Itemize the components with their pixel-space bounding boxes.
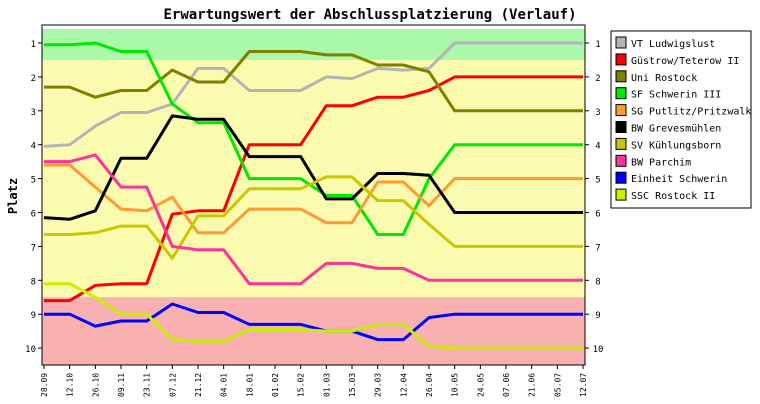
x-tick-label: 28.09 <box>40 373 49 397</box>
x-tick-label: 15.02 <box>297 373 306 397</box>
x-tick-label: 12.10 <box>66 373 75 397</box>
y-tick-label-right: 1 <box>595 40 600 50</box>
x-tick-label: 07.12 <box>168 373 177 397</box>
y-tick-label-right: 10 <box>593 345 604 355</box>
x-tick-label: 21.12 <box>194 373 203 397</box>
legend-label: SSC Rostock II <box>631 191 715 202</box>
y-tick-label-right: 5 <box>595 176 600 186</box>
series-line-5 <box>44 163 583 235</box>
x-tick-label: 09.11 <box>117 373 126 397</box>
legend: VT Ludwigslust Güstrow/Teterow II Uni Rost… <box>610 30 752 209</box>
legend-swatch <box>615 137 627 150</box>
legend-label: BW Parchim <box>631 157 691 168</box>
y-tick-label-right: 6 <box>595 210 600 220</box>
x-tick-label: 04.01 <box>220 373 229 397</box>
y-tick-label-right: 9 <box>595 311 600 321</box>
x-tick-label: 26.04 <box>425 373 434 397</box>
y-tick-label-right: 7 <box>595 243 600 253</box>
series-line-9 <box>44 302 583 342</box>
x-tick-label: 23.11 <box>143 373 152 397</box>
legend-swatch <box>615 121 627 133</box>
series-line-8 <box>44 153 583 286</box>
x-tick-label: 05.07 <box>553 373 562 397</box>
series-line-10 <box>44 282 583 350</box>
x-tick-label: 10.05 <box>451 373 460 397</box>
series-line-3 <box>44 50 583 113</box>
y-tick-label-left: 4 <box>31 142 36 152</box>
y-tick-label-left: 1 <box>31 40 36 50</box>
legend-swatch <box>615 154 627 167</box>
y-tick-label-left: 5 <box>31 176 36 186</box>
plot-frame <box>41 24 586 366</box>
legend-swatch <box>615 104 627 117</box>
x-tick-label: 12.07 <box>579 373 588 397</box>
y-tick-label-left: 8 <box>31 277 36 287</box>
legend-label: SF Schwerin III <box>631 90 721 101</box>
legend-label: Uni Rostock <box>631 73 697 84</box>
legend-label: VT Ludwigslust <box>631 39 715 50</box>
x-tick-label: 21.06 <box>528 373 537 397</box>
x-tick-label: 01.02 <box>271 373 280 397</box>
series-line-2 <box>44 75 583 303</box>
legend-swatch <box>615 188 627 201</box>
x-tick-label: 18.01 <box>245 373 254 397</box>
chart-title: Erwartungswert der Abschlussplatzierung … <box>163 7 576 23</box>
x-tick-label: 07.06 <box>502 373 511 397</box>
legend-swatch <box>615 87 627 100</box>
legend-swatch <box>615 36 627 49</box>
y-tick-label-left: 6 <box>31 210 36 220</box>
legend-label: SG Putlitz/Pritzwalk <box>631 107 751 118</box>
series-line-7 <box>44 175 583 260</box>
legend-label: SV Kühlungsborn <box>631 140 721 151</box>
x-tick-label: 24.05 <box>476 373 485 397</box>
x-tick-label: 15.03 <box>348 373 357 397</box>
legend-label: Einheit Schwerin <box>631 174 727 185</box>
y-tick-label-right: 3 <box>595 108 600 118</box>
legend-swatch <box>615 53 627 66</box>
y-tick-label-left: 9 <box>31 311 36 321</box>
series-line-4 <box>44 41 583 236</box>
legend-box <box>610 30 752 209</box>
y-tick-label-left: 10 <box>25 345 36 355</box>
y-tick-label-left: 3 <box>31 108 36 118</box>
y-tick-label-left: 7 <box>31 243 36 253</box>
y-tick-label-left: 2 <box>31 74 36 84</box>
x-tick-label: 01.03 <box>322 373 331 397</box>
legend-swatch <box>615 171 627 184</box>
series-line-6 <box>43 114 583 221</box>
x-tick-label: 12.04 <box>399 373 408 397</box>
x-tick-label: 26.10 <box>91 373 100 397</box>
legend-label: BW Grevesmühlen <box>631 124 721 135</box>
y-tick-label-right: 8 <box>595 277 600 287</box>
y-tick-label-right: 2 <box>595 74 600 84</box>
legend-label: Güstrow/Teterow II <box>631 56 739 67</box>
series-line-1 <box>43 41 583 148</box>
legend-swatch <box>615 70 627 83</box>
y-tick-label-right: 4 <box>595 142 600 152</box>
x-tick-label: 29.03 <box>374 373 383 397</box>
y-axis-label: Platz <box>6 178 20 214</box>
